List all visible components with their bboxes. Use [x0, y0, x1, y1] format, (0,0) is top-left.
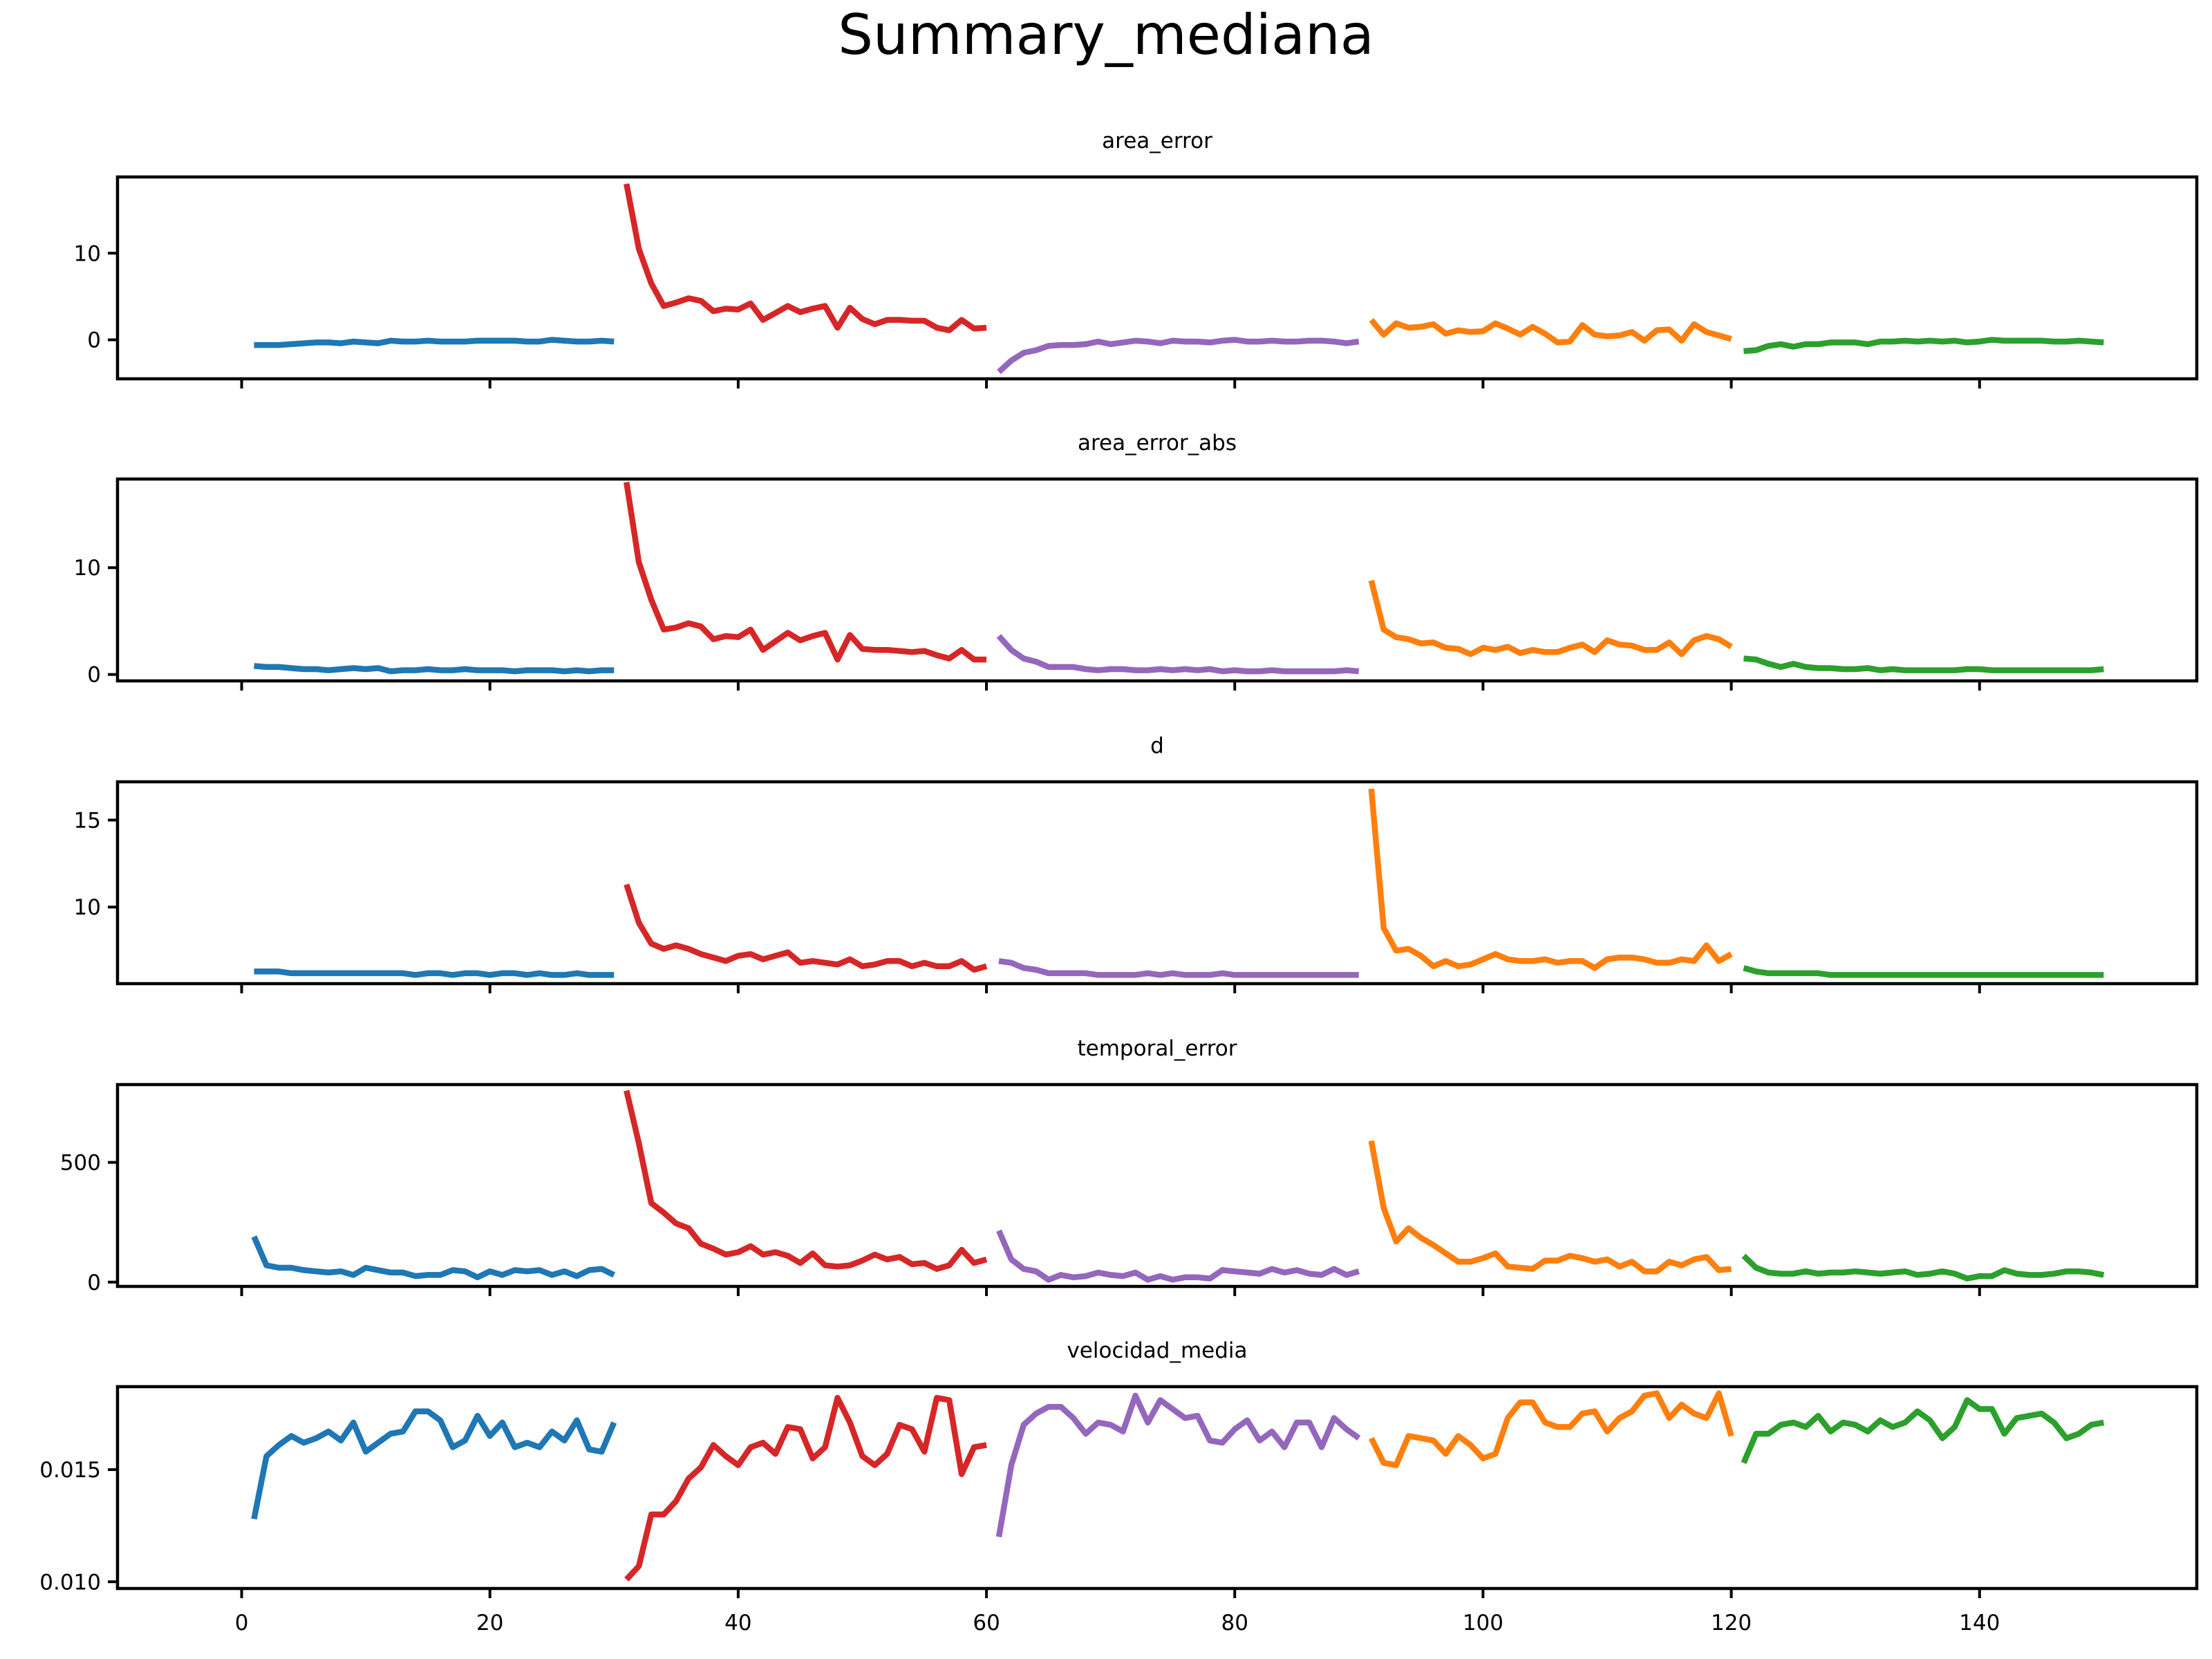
y-tick-label: 500 [60, 1151, 101, 1176]
series-line-run4 [1368, 788, 1733, 971]
subplot-velocidad-media: velocidad_media 0.010 0.015 0 20 40 60 80 100 120… [39, 1338, 2199, 1635]
series-line-run5 [1743, 965, 2104, 978]
series-line-run5 [1741, 1253, 2105, 1282]
x-tick-label: 20 [476, 1611, 503, 1635]
x-tick-label: 100 [1463, 1611, 1503, 1635]
series-line-run2 [624, 883, 988, 973]
series-line-run1 [251, 1235, 616, 1281]
series-line-run5 [1743, 655, 2104, 673]
axes-frame [115, 1385, 2199, 1591]
series-line-run1 [254, 968, 615, 978]
subplot-d: d 10 15 [74, 733, 2199, 993]
axes-frame [115, 175, 2199, 381]
subplot-temporal-error: temporal_error 0 500 [60, 1036, 2199, 1296]
x-tick-label: 120 [1711, 1611, 1752, 1635]
y-tick-label: 0.010 [39, 1570, 101, 1595]
axes-frame [115, 780, 2199, 986]
subplots: area_error 0 10 area_error_abs 0 10 d 10 15 tempo… [39, 129, 2199, 1635]
series-line-run1 [254, 337, 615, 348]
axes-frame [115, 1082, 2199, 1288]
subplot-title: temporal_error [1078, 1036, 1237, 1061]
y-tick-label: 10 [74, 895, 101, 920]
series-line-run2 [624, 1394, 987, 1582]
series-line-run4 [1369, 318, 1732, 346]
subplot-area-error: area_error 0 10 [74, 129, 2199, 388]
subplot-title: velocidad_media [1067, 1338, 1247, 1363]
subplot-area-error-abs: area_error_abs 0 10 [74, 431, 2199, 691]
y-tick-label: 15 [74, 808, 101, 833]
subplot-title: d [1150, 733, 1164, 758]
x-tick-label: 40 [724, 1611, 751, 1635]
y-tick-label: 0 [87, 328, 101, 353]
x-tick-label: 0 [235, 1611, 249, 1635]
series-line-run3 [996, 634, 1360, 675]
series-line-run2 [624, 1089, 988, 1272]
subplot-title: area_error [1102, 129, 1212, 153]
series-line-run2 [624, 481, 987, 663]
series-line-run1 [254, 663, 615, 675]
y-tick-label: 10 [74, 556, 101, 581]
series-line-run4 [1368, 1140, 1732, 1275]
series-line-run2 [624, 183, 987, 334]
series-line-run3 [998, 958, 1359, 978]
x-tick-label: 80 [1221, 1611, 1248, 1635]
series-line-run1 [251, 1408, 617, 1520]
series-line-run5 [1743, 337, 2104, 355]
y-tick-label: 0 [87, 1271, 101, 1295]
series-line-run3 [997, 337, 1360, 375]
axes-frame [115, 477, 2199, 683]
series-line-run4 [1368, 579, 1733, 657]
y-tick-label: 0 [87, 663, 101, 688]
y-tick-label: 0.015 [39, 1458, 101, 1483]
x-tick-label: 60 [973, 1611, 1000, 1635]
series-line-run5 [1741, 1397, 2105, 1464]
series-line-run3 [995, 1392, 1361, 1538]
figure-title: Summary_mediana [838, 3, 1374, 67]
series-line-run4 [1369, 1390, 1734, 1468]
y-tick-label: 10 [74, 241, 101, 266]
series-line-run3 [996, 1229, 1360, 1283]
x-tick-label: 140 [1959, 1611, 2000, 1635]
subplot-title: area_error_abs [1078, 431, 1237, 456]
